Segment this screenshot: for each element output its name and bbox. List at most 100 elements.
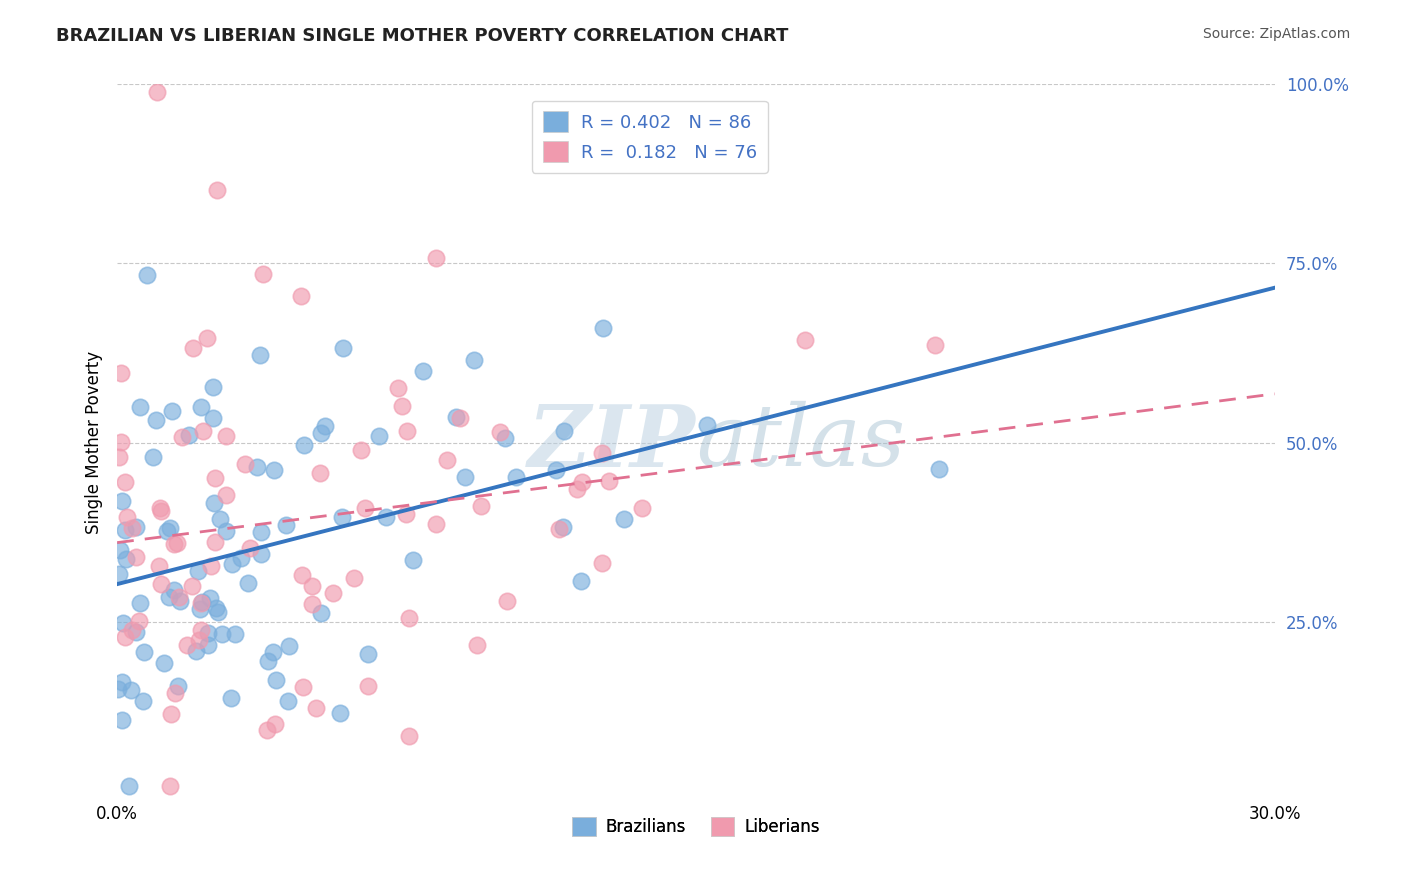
Point xyxy=(330,509,353,524)
Point xyxy=(567,483,589,497)
Point xyxy=(111,615,134,630)
Point xyxy=(153,657,176,671)
Point xyxy=(598,474,620,488)
Point xyxy=(453,470,475,484)
Point xyxy=(201,380,224,394)
Point xyxy=(214,429,236,443)
Point xyxy=(110,543,132,558)
Point xyxy=(114,475,136,490)
Point xyxy=(125,520,148,534)
Point xyxy=(202,495,225,509)
Point xyxy=(149,501,172,516)
Point xyxy=(591,446,613,460)
Point xyxy=(157,590,180,604)
Point xyxy=(494,430,516,444)
Point xyxy=(544,463,567,477)
Point xyxy=(111,494,134,508)
Point xyxy=(425,516,447,531)
Point xyxy=(219,691,242,706)
Point xyxy=(224,627,246,641)
Point xyxy=(569,574,592,588)
Point xyxy=(128,596,150,610)
Point xyxy=(696,418,718,433)
Point xyxy=(449,410,471,425)
Point xyxy=(208,512,231,526)
Point xyxy=(132,694,155,708)
Point xyxy=(214,488,236,502)
Point xyxy=(205,183,228,197)
Point xyxy=(489,425,512,439)
Point xyxy=(191,594,214,608)
Point xyxy=(149,503,172,517)
Point xyxy=(204,601,226,615)
Point xyxy=(630,500,652,515)
Point xyxy=(305,700,328,714)
Point xyxy=(167,590,190,604)
Point xyxy=(211,627,233,641)
Point xyxy=(412,364,434,378)
Point xyxy=(436,452,458,467)
Point xyxy=(257,654,280,668)
Point xyxy=(357,647,380,661)
Point xyxy=(591,556,613,570)
Point xyxy=(197,625,219,640)
Point xyxy=(200,559,222,574)
Point xyxy=(111,714,134,728)
Point xyxy=(308,466,330,480)
Point xyxy=(110,675,132,690)
Legend: Brazilians, Liberians: Brazilians, Liberians xyxy=(565,810,827,842)
Point xyxy=(204,470,226,484)
Point xyxy=(166,536,188,550)
Point xyxy=(505,470,527,484)
Point xyxy=(264,717,287,731)
Point xyxy=(110,434,132,449)
Point xyxy=(117,509,139,524)
Text: atlas: atlas xyxy=(696,401,905,483)
Point xyxy=(277,693,299,707)
Point xyxy=(150,577,173,591)
Point xyxy=(186,644,208,658)
Point xyxy=(394,507,416,521)
Point xyxy=(190,596,212,610)
Point xyxy=(190,400,212,414)
Point xyxy=(274,518,297,533)
Point xyxy=(250,524,273,539)
Point xyxy=(290,567,312,582)
Point xyxy=(238,575,260,590)
Text: BRAZILIAN VS LIBERIAN SINGLE MOTHER POVERTY CORRELATION CHART: BRAZILIAN VS LIBERIAN SINGLE MOTHER POVE… xyxy=(56,27,789,45)
Point xyxy=(924,338,946,352)
Point xyxy=(547,522,569,536)
Point xyxy=(398,611,420,625)
Point xyxy=(188,602,211,616)
Text: ZIP: ZIP xyxy=(529,401,696,484)
Point xyxy=(264,673,287,687)
Point xyxy=(357,679,380,693)
Point xyxy=(181,342,204,356)
Point xyxy=(402,553,425,567)
Point xyxy=(309,425,332,440)
Point xyxy=(136,268,159,282)
Point xyxy=(463,353,485,368)
Point xyxy=(221,557,243,571)
Point xyxy=(107,681,129,696)
Point xyxy=(128,614,150,628)
Point xyxy=(256,723,278,738)
Point xyxy=(202,410,225,425)
Point xyxy=(329,706,352,721)
Point xyxy=(613,512,636,526)
Point xyxy=(309,606,332,620)
Point xyxy=(375,509,398,524)
Point xyxy=(125,624,148,639)
Point xyxy=(181,579,204,593)
Point xyxy=(115,552,138,566)
Point xyxy=(354,501,377,516)
Point xyxy=(551,519,574,533)
Point xyxy=(292,438,315,452)
Point xyxy=(159,521,181,535)
Point xyxy=(395,424,418,438)
Point xyxy=(110,367,132,381)
Point xyxy=(239,541,262,556)
Point xyxy=(121,623,143,637)
Point xyxy=(120,682,142,697)
Point xyxy=(148,558,170,573)
